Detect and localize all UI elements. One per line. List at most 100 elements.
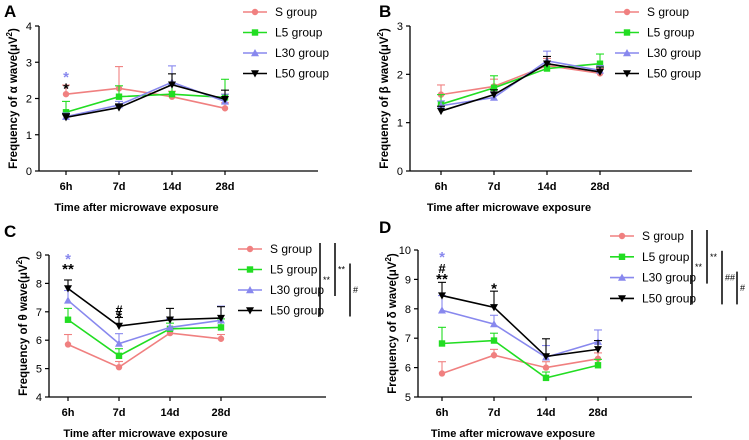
data-point: [64, 285, 72, 293]
y-axis-label: Frequency of δ wave(μV2): [384, 253, 399, 394]
series-l5-group: [437, 53, 604, 108]
data-point: [221, 96, 229, 104]
legend-label: S group: [647, 5, 689, 19]
comparison-bracket-label: #: [740, 283, 745, 293]
series-line: [440, 64, 601, 96]
y-axis-label-sup: 2: [15, 259, 24, 264]
panel-label: A: [4, 2, 16, 21]
data-point: [217, 335, 225, 342]
data-point: [438, 306, 446, 314]
data-point: [64, 316, 72, 323]
series-l5-group: [64, 307, 225, 360]
legend-marker: [246, 307, 254, 315]
series-line: [67, 299, 222, 345]
y-axis-label-main: Frequency of θ wave(μV: [18, 264, 30, 396]
x-axis-label: Time after microwave exposure: [63, 428, 227, 440]
x-tick-label: 28d: [591, 181, 610, 193]
y-axis-label: Frequency of β wave(μV2): [376, 28, 391, 169]
legend-item: L30 group: [243, 46, 329, 60]
y-axis-label-end: ): [8, 28, 20, 32]
data-point: [62, 109, 70, 116]
legend-marker: [246, 245, 254, 253]
x-tick-label: 6h: [60, 181, 73, 193]
x-tick-label: 28d: [216, 181, 235, 193]
legend-label: L5 group: [647, 26, 695, 40]
legend-marker: [251, 70, 259, 78]
data-point: [542, 353, 550, 361]
comparison-bracket-label: **: [323, 275, 331, 285]
legend-marker: [618, 232, 626, 240]
legend-marker: [623, 8, 631, 16]
data-point: [115, 363, 123, 371]
significance-mark: *: [63, 81, 69, 98]
legend-marker: [618, 273, 626, 281]
y-tick-label: 6: [405, 363, 411, 375]
y-tick-label: 7: [405, 333, 411, 345]
series-l50-group: [62, 73, 229, 122]
significance-mark: *: [65, 251, 71, 268]
data-point: [115, 352, 123, 360]
x-tick-label: 14d: [161, 407, 180, 419]
x-tick-label: 14d: [537, 407, 556, 419]
legend-item: L5 group: [610, 250, 690, 264]
data-point: [166, 323, 174, 331]
x-axis-label: Time after microwave exposure: [431, 428, 595, 440]
legend-label: L5 group: [275, 26, 323, 40]
significance-mark: #: [115, 302, 123, 317]
significance-mark: *: [439, 249, 445, 266]
data-point: [490, 91, 498, 99]
y-tick-label: 5: [36, 364, 42, 376]
series-line: [440, 62, 601, 112]
data-point: [594, 362, 602, 369]
data-point: [594, 346, 602, 354]
data-point: [217, 324, 225, 331]
significance-mark: **: [436, 271, 448, 288]
legend-label: L30 group: [647, 46, 701, 60]
series-line: [441, 339, 599, 379]
comparison-bracket-label: ##: [725, 273, 735, 283]
data-point: [594, 355, 602, 362]
y-axis-label-end: ): [18, 256, 30, 260]
series-l30-group: [438, 295, 602, 361]
legend-label: L50 group: [647, 67, 701, 81]
legend-marker: [623, 29, 631, 36]
significance-mark: #: [438, 261, 446, 276]
series-s-group: [438, 348, 602, 377]
y-tick-label: 1: [397, 118, 403, 130]
y-tick-label: 0: [26, 166, 32, 178]
legend-marker: [618, 253, 626, 260]
series-l5-group: [438, 326, 602, 382]
y-axis-label-main: Frequency of δ wave(μV: [387, 261, 399, 394]
series-line: [441, 354, 599, 375]
data-point: [115, 93, 123, 100]
x-tick-label: 6h: [62, 407, 75, 419]
legend-marker: [618, 295, 626, 303]
data-point: [490, 84, 498, 92]
legend-item: L50 group: [615, 67, 701, 81]
y-axis-label-main: Frequency of α wave(μV: [8, 36, 20, 169]
legend-item: L50 group: [238, 304, 324, 318]
data-point: [542, 374, 550, 382]
chart-panel-c: C 4 5 6 7 8 9 6h 7d 14d 28d Time after microwave ex…: [4, 222, 358, 440]
x-axis-label: Time after microwave exposure: [427, 202, 591, 214]
x-tick-label: 14d: [163, 181, 182, 193]
significance-mark: *: [116, 309, 122, 326]
data-point: [596, 60, 604, 67]
series-l50-group: [438, 281, 602, 361]
x-axis-label: Time after microwave exposure: [54, 202, 218, 214]
y-axis-label: Frequency of α wave(μV2): [5, 28, 20, 169]
legend-item: S group: [238, 242, 312, 256]
comparison-bracket-label: **: [710, 252, 718, 262]
data-point: [543, 60, 551, 68]
y-axis-label-end: ): [379, 28, 391, 32]
data-point: [217, 314, 225, 323]
y-axis-label-main: Frequency of β wave(μV: [379, 36, 391, 169]
panel-label: B: [379, 2, 391, 21]
series-l50-group: [437, 55, 604, 116]
data-point: [490, 320, 498, 328]
series-l5-group: [62, 78, 229, 116]
legend-label: L5 group: [642, 250, 690, 264]
significance-mark: *: [491, 281, 497, 298]
significance-mark: **: [62, 261, 74, 278]
legend-item: L5 group: [238, 263, 318, 277]
